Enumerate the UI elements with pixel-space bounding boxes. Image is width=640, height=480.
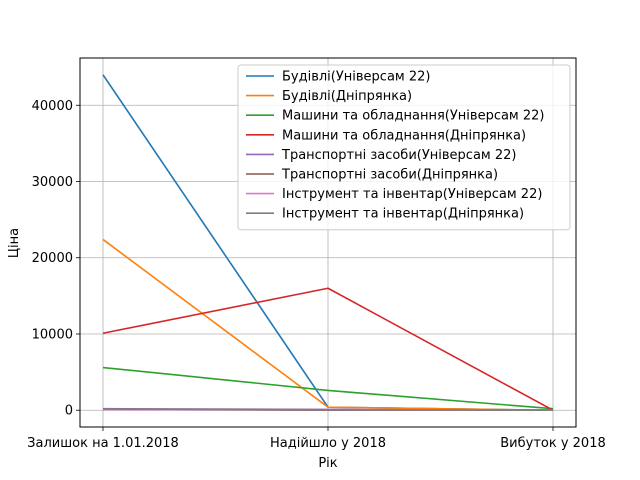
y-tick-label: 0 xyxy=(65,404,73,419)
series-line xyxy=(102,408,554,412)
x-tick-label: Вибуток у 2018 xyxy=(500,436,606,451)
x-axis: Залишок на 1.01.2018 Надійшло у 2018 Вибут… xyxy=(27,427,606,451)
legend: Будівлі(Універсам 22) Будівлі(Дніпрянка) М… xyxy=(237,64,571,231)
legend-label: Інструмент та інвентар(Дніпрянка) xyxy=(282,207,524,222)
legend-label: Будівлі(Універсам 22) xyxy=(282,70,430,85)
legend-label: Інструмент та інвентар(Універсам 22) xyxy=(282,187,542,202)
legend-label: Машини та обладнання(Універсам 22) xyxy=(282,109,544,124)
y-axis: 0 10000 20000 30000 40000 xyxy=(32,99,80,419)
legend-label: Машини та обладнання(Дніпрянка) xyxy=(282,128,526,143)
series-line xyxy=(102,287,554,411)
x-tick-label: Залишок на 1.01.2018 xyxy=(27,436,179,451)
y-tick-label: 20000 xyxy=(32,251,73,266)
legend-label: Транспортні засоби(Дніпрянка) xyxy=(281,168,498,183)
y-tick-label: 10000 xyxy=(32,327,73,342)
series-lines xyxy=(102,74,554,412)
x-tick-label: Надійшло у 2018 xyxy=(270,436,386,451)
legend-label: Будівлі(Дніпрянка) xyxy=(282,89,412,104)
legend-label: Транспортні засоби(Універсам 22) xyxy=(281,148,516,163)
y-axis-label: Ціна xyxy=(7,228,22,258)
x-axis-label: Рік xyxy=(318,456,337,471)
series-line xyxy=(102,366,554,410)
legend-box xyxy=(237,64,571,231)
y-tick-label: 30000 xyxy=(32,175,73,190)
y-tick-label: 40000 xyxy=(32,99,73,114)
